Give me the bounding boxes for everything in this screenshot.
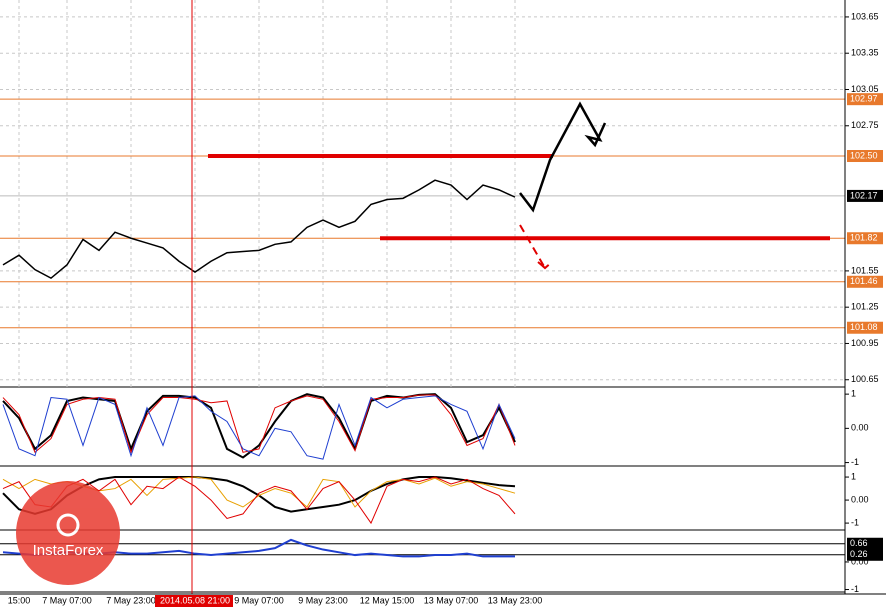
x-tick-label: 13 May 07:00 bbox=[424, 595, 479, 605]
logo bbox=[16, 481, 120, 585]
y-tick-label: 100.65 bbox=[851, 374, 879, 384]
y-tick-label: 1 bbox=[851, 389, 856, 399]
level-label-box bbox=[847, 321, 883, 334]
y-tick-label: -1 bbox=[851, 517, 859, 527]
y-tick-label: -1 bbox=[851, 584, 859, 594]
series-line bbox=[2, 179, 516, 280]
y-tick-label: 102.75 bbox=[851, 120, 879, 130]
x-tick-label: 13 May 23:00 bbox=[488, 595, 543, 605]
y-tick-label: 103.05 bbox=[851, 84, 879, 94]
y-tick-label: -1 bbox=[851, 457, 859, 467]
y-tick-label: 0.00 bbox=[851, 556, 869, 566]
y-tick-label: 101.55 bbox=[851, 265, 879, 275]
y-tick-label: 100.95 bbox=[851, 338, 879, 348]
level-label: 0.66 bbox=[850, 538, 868, 548]
watermark: InstaForex bbox=[33, 542, 104, 559]
level-label: 101.46 bbox=[850, 276, 878, 286]
level-label-box bbox=[847, 548, 883, 561]
level-label-box bbox=[847, 93, 883, 106]
logo-badge bbox=[16, 481, 120, 585]
x-tick-label: 7 May 23:00 bbox=[106, 595, 156, 605]
last-price-label: 102.17 bbox=[850, 190, 878, 200]
y-tick-label: 103.35 bbox=[851, 48, 879, 58]
forecast-arrow bbox=[519, 101, 607, 213]
level-label-box bbox=[847, 537, 883, 550]
cursor-time-label: 2014.05.08 21:00 bbox=[160, 595, 230, 605]
level-label: 101.82 bbox=[850, 233, 878, 243]
level-label: 0.26 bbox=[850, 549, 868, 559]
x-tick-label: 9 May 23:00 bbox=[298, 595, 348, 605]
series-line bbox=[2, 395, 516, 460]
x-tick-label: 12 May 15:00 bbox=[360, 595, 415, 605]
series-line bbox=[2, 476, 516, 525]
y-tick-label: 103.65 bbox=[851, 11, 879, 21]
y-tick-label: 1 bbox=[851, 471, 856, 481]
y-tick-label: 0.00 bbox=[851, 494, 869, 504]
logo-icon bbox=[56, 513, 80, 537]
level-label-box bbox=[847, 275, 883, 288]
level-label-box bbox=[847, 232, 883, 245]
level-label: 101.08 bbox=[850, 322, 878, 332]
y-tick-label: 101.25 bbox=[851, 302, 879, 312]
series-line bbox=[2, 393, 516, 459]
alt-forecast-arrow bbox=[519, 224, 553, 270]
series-line bbox=[2, 394, 516, 454]
level-label: 102.50 bbox=[850, 150, 878, 160]
x-tick-label: 7 May 07:00 bbox=[42, 595, 92, 605]
level-label-box bbox=[847, 150, 883, 163]
last-price-box bbox=[847, 189, 883, 202]
x-tick-label: 15:00 bbox=[8, 595, 31, 605]
cursor-time-box bbox=[155, 595, 233, 607]
x-tick-label: 9 May 07:00 bbox=[234, 595, 284, 605]
y-tick-label: 0.00 bbox=[851, 423, 869, 433]
level-label: 102.97 bbox=[850, 94, 878, 104]
